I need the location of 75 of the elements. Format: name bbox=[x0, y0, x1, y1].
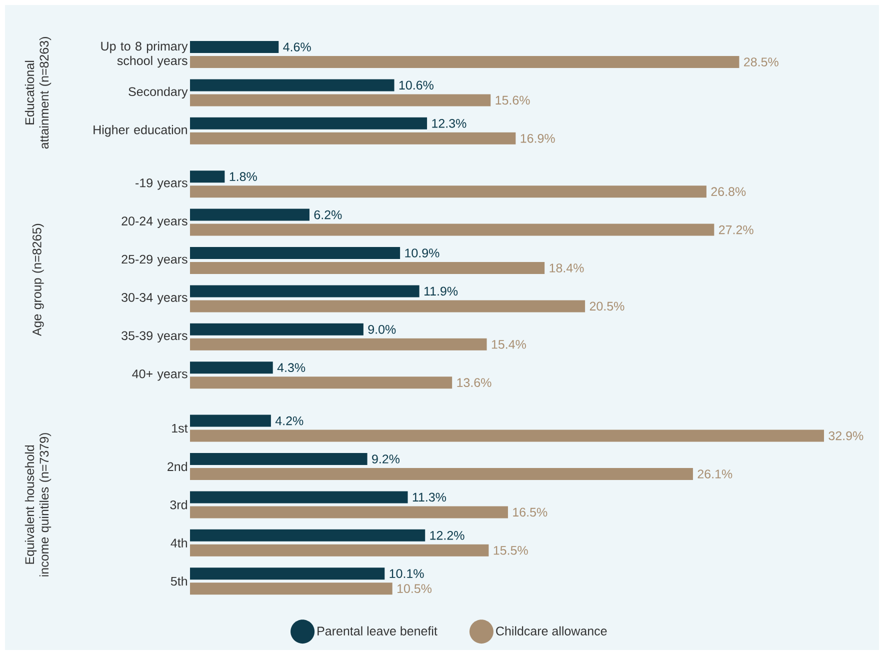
bar bbox=[190, 362, 273, 374]
data-label: 12.3% bbox=[432, 118, 466, 128]
y-tick-label: 5th bbox=[170, 576, 187, 586]
bar bbox=[190, 246, 400, 259]
bar bbox=[190, 506, 508, 518]
y-tick-label: 35-39 years bbox=[122, 331, 188, 343]
y-tick-label: Secondary bbox=[128, 86, 188, 99]
bar bbox=[190, 452, 368, 465]
data-label: 4.3% bbox=[277, 363, 306, 372]
data-label: 12.2% bbox=[430, 531, 464, 540]
data-label: 32.9% bbox=[828, 431, 864, 440]
y-tick-label: 25-29 years bbox=[122, 254, 188, 266]
data-label: 11.3% bbox=[412, 492, 446, 502]
data-label: 10.6% bbox=[399, 80, 434, 90]
bar bbox=[190, 430, 824, 442]
data-label: 4.6% bbox=[283, 42, 311, 52]
data-label: 13.6% bbox=[457, 378, 492, 388]
data-label: 26.8% bbox=[711, 187, 746, 196]
data-label: 9.0% bbox=[368, 324, 396, 334]
y-axis-title: Educational attainment (n=8263) bbox=[24, 37, 52, 149]
bar bbox=[190, 94, 491, 106]
bar bbox=[190, 40, 279, 53]
bar bbox=[190, 338, 487, 350]
y-tick-label: 40+ years bbox=[132, 369, 188, 381]
data-label: 10.5% bbox=[398, 584, 432, 594]
y-tick-label: 30-34 years bbox=[122, 293, 188, 304]
y-tick-label: -19 years bbox=[136, 178, 188, 190]
bar bbox=[190, 186, 706, 198]
legend-label: Childcare allowance bbox=[496, 626, 607, 636]
bar bbox=[190, 568, 385, 580]
bar bbox=[190, 56, 740, 68]
data-label: 18.4% bbox=[550, 264, 584, 272]
y-tick-label: 20-24 years bbox=[122, 216, 188, 228]
data-label: 15.5% bbox=[494, 546, 528, 555]
data-label: 27.2% bbox=[718, 225, 754, 234]
bar bbox=[190, 132, 516, 144]
bar bbox=[190, 79, 394, 92]
bar bbox=[190, 529, 426, 542]
data-label: 26.1% bbox=[698, 470, 732, 478]
data-label: 10.9% bbox=[405, 248, 440, 258]
data-label: 15.4% bbox=[492, 340, 526, 349]
y-tick-label: Up to 8 primary school years bbox=[101, 41, 188, 68]
bar bbox=[190, 491, 408, 504]
legend-label: Parental leave benefit bbox=[318, 626, 438, 636]
data-label: 11.9% bbox=[424, 286, 458, 296]
bar bbox=[190, 414, 271, 427]
bar bbox=[190, 262, 545, 274]
bar bbox=[190, 224, 714, 236]
y-axis-title: Age group (n=8265) bbox=[32, 224, 44, 336]
data-label: 9.2% bbox=[372, 454, 400, 464]
y-tick-label: 2nd bbox=[168, 462, 187, 472]
bar bbox=[190, 208, 310, 221]
y-tick-label: 3rd bbox=[170, 500, 187, 510]
y-tick-label: Higher education bbox=[94, 125, 187, 137]
data-label: 15.6% bbox=[496, 96, 530, 105]
y-tick-label: 1st bbox=[172, 424, 188, 433]
data-label: 20.5% bbox=[590, 302, 624, 311]
bar bbox=[190, 323, 364, 336]
data-label: 28.5% bbox=[744, 58, 778, 66]
bar bbox=[190, 582, 392, 595]
y-tick-label: 4th bbox=[170, 538, 187, 548]
bar bbox=[190, 170, 225, 183]
data-label: 10.1% bbox=[390, 569, 424, 578]
data-label: 1.8% bbox=[230, 172, 257, 182]
bar bbox=[190, 468, 693, 480]
data-label: 16.9% bbox=[520, 134, 555, 143]
bar bbox=[190, 285, 420, 298]
bar bbox=[190, 376, 452, 389]
bar bbox=[190, 544, 489, 556]
bar bbox=[190, 117, 428, 130]
y-axis-title: Equivalent household income quintiles (n=7379) bbox=[24, 433, 52, 576]
data-label: 16.5% bbox=[513, 508, 548, 517]
data-label: 4.2% bbox=[275, 416, 304, 426]
bar bbox=[190, 300, 586, 312]
data-label: 6.2% bbox=[314, 210, 342, 220]
